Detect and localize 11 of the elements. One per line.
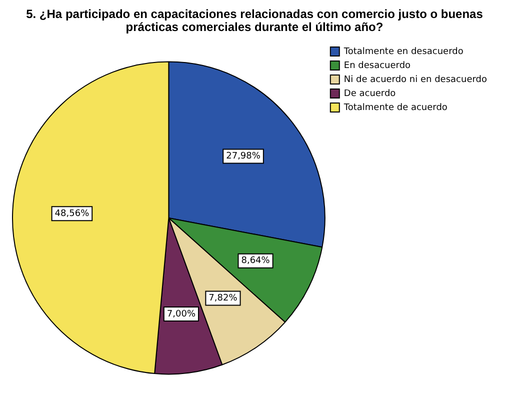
data-label: 27,98% xyxy=(226,152,261,162)
data-label: 48,56% xyxy=(54,208,90,219)
data-label: 7,00% xyxy=(166,309,196,320)
data-label: 7,82% xyxy=(208,294,238,304)
legend-label: Totalmente en desacuerdo xyxy=(342,46,464,57)
legend-label: De acuerdo xyxy=(344,88,396,99)
legend-label: En desacuerdo xyxy=(344,60,412,71)
data-label: 8,64% xyxy=(241,256,270,266)
legend-label: Ni de acuerdo ni en desacuerdo xyxy=(344,74,488,85)
chart-title: 5. ¿Ha participado en capacitaciones relacionadas con comercio justo o buenas prácticas comerciales durante el último año? xyxy=(25,7,484,34)
legend-label: Totalmente de acuerdo xyxy=(342,102,448,113)
